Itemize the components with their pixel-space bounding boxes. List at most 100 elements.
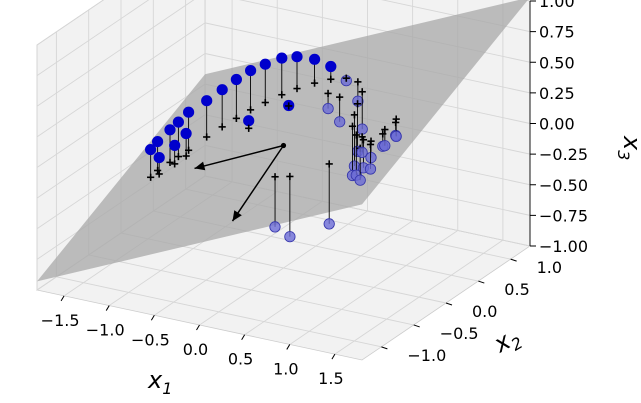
x-tick-label: 0.0: [183, 340, 208, 359]
data-point: [259, 58, 271, 70]
data-point: [390, 130, 402, 142]
projected-point: [352, 131, 360, 139]
data-point: [356, 146, 368, 158]
projection-plane-layer: [37, 0, 528, 282]
projected-point: [246, 106, 255, 114]
data-point: [180, 127, 192, 140]
projected-point: [325, 160, 333, 168]
y-grid-floor: [88, 254, 414, 326]
projected-point: [174, 152, 183, 161]
vector-origin: [280, 142, 287, 149]
projected-point: [350, 111, 359, 119]
data-point: [172, 116, 184, 128]
y-tick-mark: [413, 324, 420, 328]
data-point: [308, 53, 321, 65]
data-point: [276, 52, 288, 64]
data-point: [354, 174, 366, 186]
projected-point: [366, 140, 375, 149]
data-point: [325, 60, 337, 73]
z-tick-label: −0.50: [539, 176, 588, 195]
projected-point: [271, 173, 279, 181]
projection-plane: [37, 0, 528, 282]
data-point: [348, 160, 360, 172]
projected-point: [353, 100, 362, 108]
axis-labels-layer: x1 x2 x3: [147, 135, 641, 398]
y-tick-label: −0.5: [440, 324, 479, 343]
projected-point: [348, 122, 357, 130]
data-point: [284, 231, 296, 243]
z-tick-label: −0.25: [539, 145, 588, 164]
data-point: [153, 152, 165, 164]
z-tick-label: −0.75: [539, 206, 588, 225]
data-point: [365, 152, 377, 164]
z-tick-label: 0.25: [539, 84, 575, 103]
x-tick-label: 1.5: [318, 369, 343, 388]
projected-point: [218, 123, 226, 131]
y-tick-label: 0.0: [472, 302, 497, 321]
data-point: [183, 106, 195, 118]
z-tick-label: −1.00: [539, 237, 588, 256]
projected-point: [286, 172, 294, 181]
z-grid-left: [36, 83, 206, 199]
x-tick-mark: [60, 295, 65, 302]
x-tick-mark: [241, 334, 246, 340]
data-point: [216, 84, 228, 96]
x-tick-label: 0.5: [228, 350, 253, 369]
projected-point: [203, 133, 211, 141]
y-axis-label: x2: [488, 322, 526, 362]
data-point: [230, 73, 242, 86]
projected-point: [336, 93, 344, 101]
y-grid-floor: [56, 276, 382, 348]
data-point: [152, 136, 164, 148]
x-tick-label: −1.5: [41, 311, 80, 330]
projected-point: [293, 84, 301, 93]
vector-arrowhead: [232, 210, 242, 222]
vector-arrowhead: [194, 161, 206, 171]
data-point: [243, 115, 255, 127]
y-tick-mark: [381, 346, 388, 350]
projected-point: [154, 166, 162, 175]
z-grid-left: [36, 0, 195, 107]
data-point: [169, 139, 181, 151]
x-tick-mark: [105, 305, 110, 311]
projected-point: [358, 133, 366, 141]
projected-point: [354, 78, 362, 86]
data-point: [145, 144, 157, 156]
y-tick-label: −1.0: [407, 346, 446, 365]
projected-point: [261, 98, 269, 107]
data-point: [291, 51, 303, 63]
z-grid-left: [36, 0, 105, 46]
y-tick-mark: [445, 302, 453, 306]
projected-point: [327, 75, 335, 83]
x-tick-label: −1.0: [86, 321, 125, 340]
data-point: [269, 221, 281, 233]
z-grid-left: [36, 22, 206, 138]
data-point: [164, 124, 176, 136]
projected-point: [381, 125, 389, 134]
vectors-layer: [194, 142, 287, 222]
data-point: [322, 103, 334, 115]
x-tick-mark: [196, 324, 200, 331]
projected-point: [147, 173, 155, 181]
z-tick-label: 0.75: [539, 23, 575, 42]
x-axis-label: x1: [147, 366, 172, 398]
projected-point: [324, 89, 332, 98]
x-tick-mark: [150, 315, 155, 321]
vector-shaft: [231, 145, 285, 222]
z-grid-left: [36, 0, 150, 76]
z-tick-label: 0.50: [539, 53, 575, 72]
vector-shaft: [194, 144, 284, 170]
data-point: [379, 140, 391, 152]
projected-point: [392, 115, 400, 123]
data-point: [245, 65, 257, 77]
y-tick-mark: [478, 280, 485, 284]
projected-point: [278, 91, 286, 99]
z-axis-label: x3: [614, 135, 641, 160]
x-tick-mark: [286, 344, 291, 350]
projected-point: [310, 79, 319, 87]
x-tick-label: −0.5: [131, 330, 170, 349]
projected-point: [285, 102, 293, 110]
projected-point: [155, 170, 163, 178]
z-tick-label: 1.00: [539, 0, 575, 11]
